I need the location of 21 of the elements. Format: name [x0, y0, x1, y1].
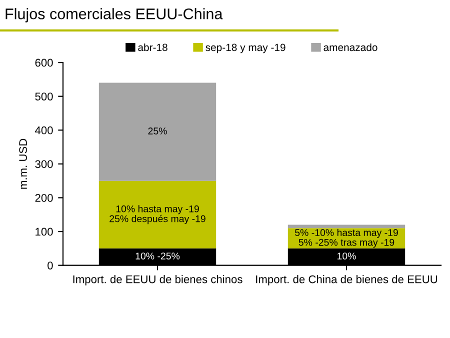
annotation: 10% -25%	[136, 252, 180, 260]
legend-label: amenazado	[324, 43, 378, 52]
annotation: 5% -10% hasta may -19 5% -25% tras may -19	[295, 228, 398, 248]
y-tick-label: 300	[35, 160, 53, 168]
bar	[98, 82, 216, 181]
y-tick-label: 100	[36, 228, 53, 236]
annotation: 10% hasta may -19 25% después may -19	[110, 205, 206, 224]
annotation: 10%	[338, 252, 356, 260]
x-tick-label: Import. de China de bienes de EEUU	[256, 275, 438, 286]
bar	[98, 180, 216, 248]
y-axis-title: m.m. USD	[19, 138, 27, 189]
legend-label: abr-18	[138, 43, 168, 52]
x-tick-label: Import. de EEUU de bienes chinos	[73, 275, 242, 286]
chart-title: Flujos comerciales EEUU-China	[6, 8, 223, 22]
y-tick-label: 200	[35, 194, 53, 202]
y-tick-label: 0	[48, 262, 53, 270]
legend-label: sep-18 y may -19	[206, 44, 286, 54]
y-tick-label: 400	[34, 126, 53, 134]
y-tick-label: 600	[35, 58, 53, 67]
annotation: 25%	[148, 128, 167, 134]
y-tick-label: 500	[35, 92, 53, 100]
